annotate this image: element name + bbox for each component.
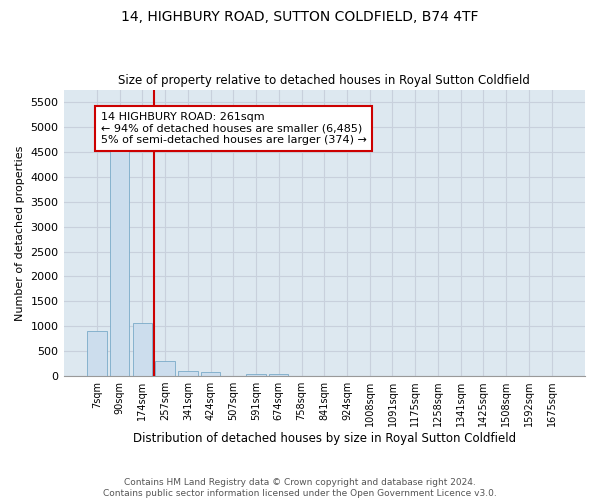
Bar — [155, 361, 175, 376]
Text: Contains HM Land Registry data © Crown copyright and database right 2024.
Contai: Contains HM Land Registry data © Crown c… — [103, 478, 497, 498]
Bar — [201, 372, 220, 376]
Title: Size of property relative to detached houses in Royal Sutton Coldfield: Size of property relative to detached ho… — [118, 74, 530, 87]
Bar — [247, 374, 266, 376]
Bar — [87, 330, 107, 376]
Bar — [133, 322, 152, 376]
Text: 14, HIGHBURY ROAD, SUTTON COLDFIELD, B74 4TF: 14, HIGHBURY ROAD, SUTTON COLDFIELD, B74… — [121, 10, 479, 24]
Bar — [178, 371, 197, 376]
Bar — [269, 374, 289, 376]
Text: 14 HIGHBURY ROAD: 261sqm
← 94% of detached houses are smaller (6,485)
5% of semi: 14 HIGHBURY ROAD: 261sqm ← 94% of detach… — [101, 112, 367, 145]
Bar — [110, 147, 130, 376]
X-axis label: Distribution of detached houses by size in Royal Sutton Coldfield: Distribution of detached houses by size … — [133, 432, 516, 445]
Y-axis label: Number of detached properties: Number of detached properties — [15, 145, 25, 320]
